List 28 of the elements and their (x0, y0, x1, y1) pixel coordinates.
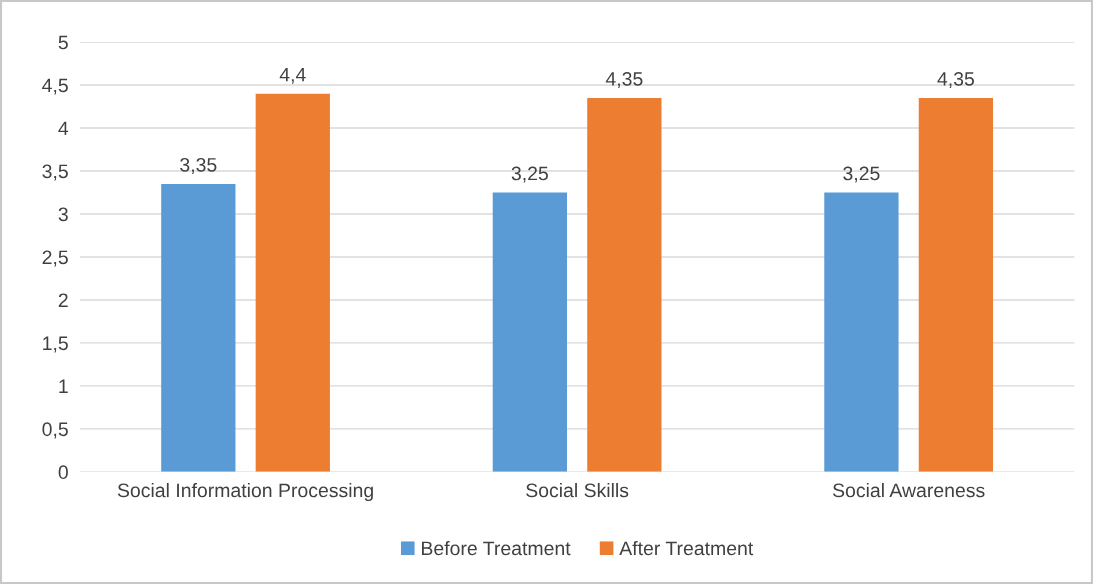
bar (587, 97, 662, 472)
y-tick-label: 0 (58, 465, 68, 480)
x-tick-label: Social Skills (526, 482, 629, 498)
data-label: 4,35 (605, 71, 643, 89)
y-tick-label: 2,5 (42, 250, 68, 267)
x-tick-label: Social Information Processing (117, 482, 373, 502)
y-tick-label: 1 (59, 379, 68, 393)
bar (918, 97, 994, 472)
x-tick-label: Social Awareness (832, 482, 985, 498)
data-label: 3,25 (843, 166, 880, 183)
legend-label: Before Treatment (422, 540, 571, 556)
y-tick-label: 5 (58, 35, 68, 50)
bar (161, 183, 236, 472)
data-label: 3,35 (180, 157, 217, 175)
y-tick-label: 3,5 (42, 164, 68, 181)
bar (255, 93, 330, 472)
y-tick-label: 1,5 (43, 336, 68, 353)
y-tick-label: 2 (58, 293, 68, 307)
data-label: 4,4 (279, 67, 306, 84)
y-tick-label: 4 (58, 121, 69, 136)
bar (492, 192, 567, 472)
y-tick-label: 0,5 (42, 422, 68, 439)
bar (824, 192, 899, 472)
data-label: 3,25 (511, 166, 548, 183)
data-label: 4,35 (937, 71, 974, 89)
legend-label: After Treatment (619, 540, 754, 556)
y-tick-label: 3 (58, 207, 68, 222)
y-tick-label: 4,5 (42, 78, 68, 95)
